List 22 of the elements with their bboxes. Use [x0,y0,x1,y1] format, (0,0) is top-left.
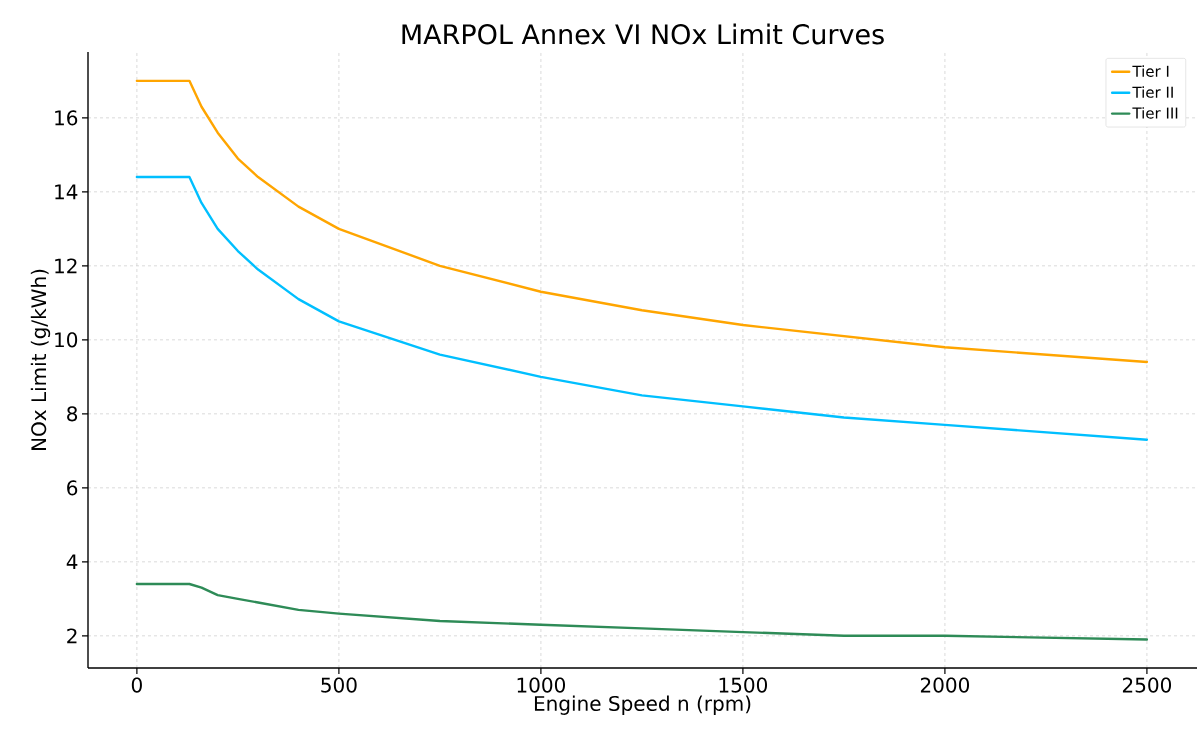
y-tick-label: 6 [67,480,78,496]
y-tick-label: 16 [55,110,78,126]
y-tick-label: 4 [66,554,78,570]
y-tick-label: 12 [55,258,77,274]
legend-label: Tier II [1132,86,1173,98]
y-tick-label: 2 [67,628,77,644]
x-tick-label: 1500 [719,677,768,693]
legend-label: Tier III [1132,107,1178,119]
x-axis-title: Engine Speed n (rpm) [534,695,751,715]
y-tick-label: 14 [55,184,78,200]
line-series [135,175,1149,441]
x-tick-label: 1000 [517,677,566,693]
x-tick-label: 0 [131,677,142,693]
y-tick-label: 8 [67,406,78,422]
chart-title: MARPOL Annex VI NOx Limit Curves [402,23,884,45]
legend-label: Tier I [1132,65,1169,77]
x-tick-label: 500 [321,677,357,693]
y-axis-title: NOx Limit (g/kWh) [30,269,51,450]
line-series [135,582,1149,641]
x-tick-label: 2000 [920,677,970,693]
y-tick-label: 10 [55,332,78,348]
x-tick-label: 2500 [1122,677,1172,693]
